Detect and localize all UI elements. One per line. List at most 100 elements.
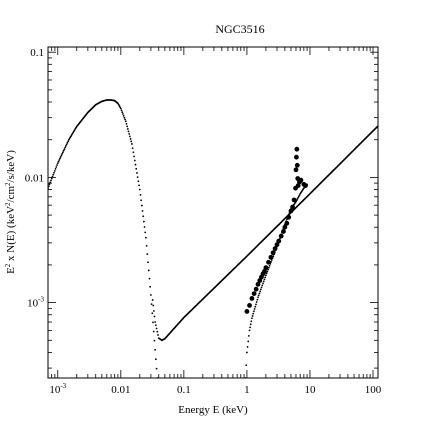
data-point [127,130,130,133]
data-point [290,204,295,210]
x-axis: 10-3 0.01 0.1 1 10 100 [47,47,382,396]
series-2 [151,125,378,342]
data-point [298,177,304,183]
data-point [262,280,265,283]
data-point [150,294,152,296]
data-point [247,335,250,337]
data-point [264,276,267,279]
data-point [249,326,252,329]
data-point [251,315,254,317]
data-point [66,141,69,144]
data-point [251,291,257,297]
data-point [48,183,51,186]
data-point [131,143,133,145]
data-point [126,125,129,128]
y-tick-label: 10-3 [27,296,44,310]
data-point [143,226,146,228]
data-point [122,114,125,117]
data-point [262,282,264,285]
data-point [154,358,157,361]
data-point [53,169,56,172]
data-point [119,107,122,110]
series-3 [244,183,308,378]
data-point [59,155,62,158]
x-axis-label: Energy E (keV) [178,404,248,416]
data-point [123,116,126,119]
data-point [151,312,154,315]
data-point [48,187,49,190]
data-point [278,233,284,239]
data-point [154,348,157,351]
data-point [56,164,58,166]
data-point [128,133,131,135]
data-point [50,179,52,182]
data-point [295,183,301,189]
data-point [148,277,151,280]
data-point [281,229,286,234]
data-point [57,160,60,163]
data-point [259,290,262,293]
data-point [253,286,259,292]
data-point [251,317,253,320]
data-point [155,327,158,330]
data-point [59,157,61,160]
data-point [246,351,248,354]
data-point [64,146,67,149]
data-point [135,167,138,170]
data-point [286,214,292,220]
data-point [247,303,252,308]
data-point [136,176,139,179]
data-point [293,167,299,173]
data-point [288,208,294,214]
data-point [65,143,68,146]
data-point [377,125,378,127]
data-point [249,323,252,326]
data-point [154,321,157,323]
data-point [297,196,299,199]
data-point [65,145,67,147]
data-point [122,113,124,115]
series-1 [48,99,159,378]
x-tick-label: 0.1 [177,384,191,396]
data-point [152,321,154,324]
data-point [63,148,66,150]
data-point [252,312,255,315]
data-point [254,305,257,308]
data-point [263,278,266,281]
data-point [138,184,140,187]
x-tick-label: 10-3 [49,382,66,396]
data-point [294,162,300,168]
data-point [48,185,50,188]
data-point [152,330,155,333]
data-point [248,329,251,332]
data-point [257,294,260,297]
data-point [129,138,132,140]
data-point [141,210,144,212]
data-point [131,147,134,149]
data-point [140,199,143,202]
data-point [244,309,250,314]
data-point [155,367,158,370]
data-point [294,146,300,152]
data-point [284,220,290,226]
data-point [298,194,301,196]
data-point [154,324,157,327]
data-point [147,269,150,272]
data-point [56,162,59,165]
data-point [52,173,55,176]
data-layer [48,99,378,378]
data-point [128,135,131,138]
data-point [124,118,126,121]
x-tick-label: 0.01 [111,384,130,396]
data-point [268,254,274,260]
plot-frame [47,46,379,379]
data-point [245,364,248,367]
data-point [130,140,133,143]
y-tick-label: 0.1 [30,47,44,59]
data-point [133,159,136,162]
data-point [258,292,261,295]
data-point [259,288,262,291]
data-point [132,151,135,154]
plot-area [47,46,379,379]
